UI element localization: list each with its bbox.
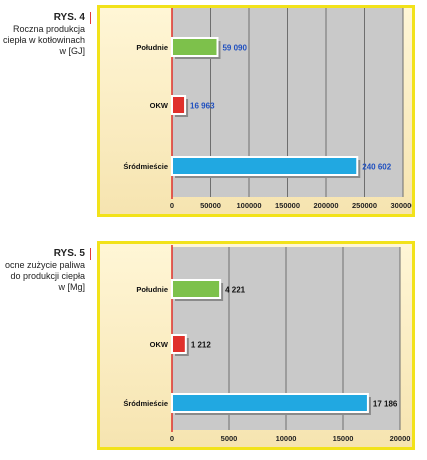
figure-number: RYS. 4	[53, 12, 85, 23]
x-tick-label: 20000	[390, 434, 411, 443]
caption-line: ocne zużycie paliwa	[4, 260, 85, 270]
bar	[171, 279, 222, 299]
value-label: 240 602	[362, 163, 391, 172]
x-tick-label: 15000	[333, 434, 354, 443]
value-label: 17 186	[373, 400, 398, 409]
bar	[171, 334, 187, 354]
category-label: Południe	[136, 43, 168, 52]
caption-line: ciepła w kotłowinach	[2, 35, 85, 45]
x-tick-label: 150000	[275, 201, 300, 210]
x-tick-label: 50000	[200, 201, 221, 210]
category-label: Śródmieście	[123, 162, 168, 171]
caption-rule	[90, 12, 91, 24]
value-label: 16 963	[190, 102, 215, 111]
x-tick-label: 0	[170, 434, 174, 443]
category-label: Śródmieście	[123, 399, 168, 408]
caption-line: w [GJ]	[59, 46, 85, 56]
chart-panel-2: 0 5000 10000 15000 20000 Południe 4 221 OKW 1 21…	[97, 241, 415, 450]
x-tick-label: 0	[170, 201, 174, 210]
chart-panel-1: 0 50000 100000 150000 200000 250000 300000 Połu…	[97, 5, 415, 217]
bar	[171, 156, 359, 176]
value-label: 4 221	[225, 286, 246, 295]
caption-line: Roczna produkcja	[12, 24, 85, 34]
x-tick-label: 10000	[276, 434, 297, 443]
category-label: Południe	[136, 285, 168, 294]
bar-chart-2: 0 5000 10000 15000 20000 Południe 4 221 OKW 1 21…	[123, 245, 411, 443]
x-tick-label: 5000	[221, 434, 238, 443]
caption-rule	[90, 248, 91, 260]
figure-caption: RYS. 4 Roczna produkcja ciepła w kotłowi…	[0, 12, 91, 57]
category-label: OKW	[150, 340, 169, 349]
bar-chart-1: 0 50000 100000 150000 200000 250000 300000 Połu…	[123, 8, 412, 210]
x-tick-label: 250000	[352, 201, 377, 210]
figure-caption: RYS. 5 ocne zużycie paliwa do produkcji …	[0, 248, 91, 293]
bar	[171, 95, 187, 115]
caption-line: w [Mg]	[58, 282, 85, 292]
x-tick-label: 100000	[236, 201, 261, 210]
bar	[171, 37, 219, 57]
value-label: 59 090	[222, 44, 247, 53]
x-tick-label: 300000	[390, 201, 412, 210]
value-label: 1 212	[191, 341, 212, 350]
figure-number: RYS. 5	[53, 248, 85, 259]
category-label: OKW	[150, 101, 169, 110]
caption-line: do produkcji ciepła	[10, 271, 85, 281]
bar	[171, 393, 369, 413]
x-tick-label: 200000	[313, 201, 338, 210]
